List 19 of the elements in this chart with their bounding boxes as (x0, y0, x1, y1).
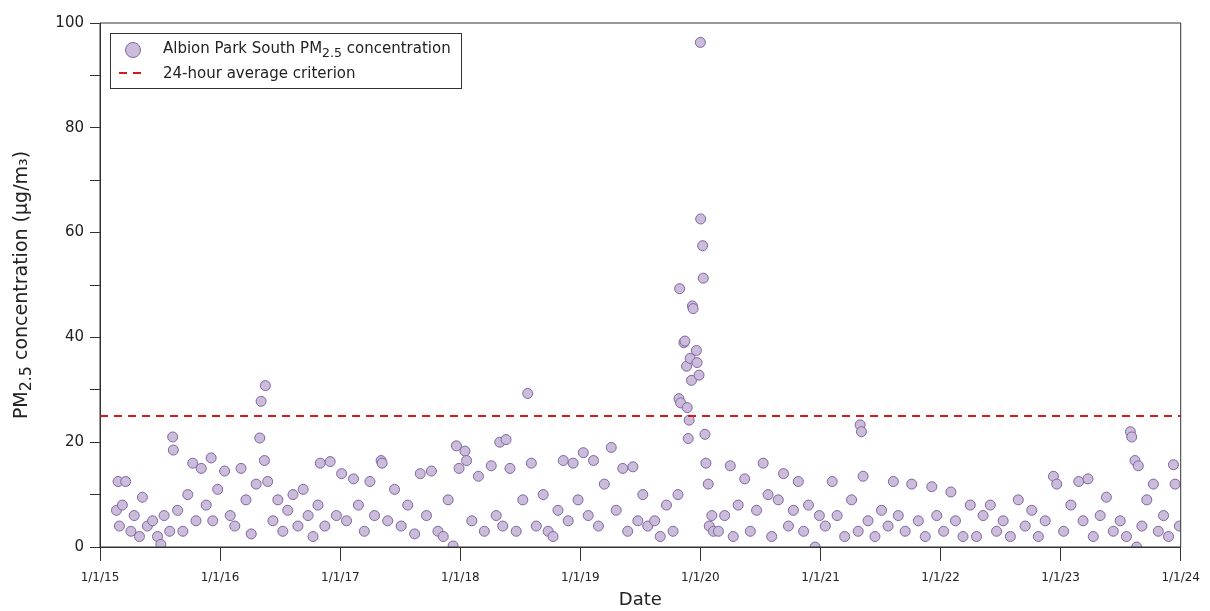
legend-label: Albion Park South PM$_{2.5}$ concentration (163, 39, 451, 60)
x-axis-title: Date (618, 587, 662, 609)
y-tick-label: 20 (64, 432, 84, 451)
x-tick-label: 1/1/21 (801, 570, 840, 585)
y-tick-label: 80 (64, 117, 84, 136)
y-tick-label: 60 (64, 222, 84, 241)
y-tick-label: 40 (64, 327, 84, 346)
x-tick-label: 1/1/20 (681, 570, 720, 585)
x-tick-label: 1/1/15 (80, 570, 120, 585)
y-tick-label: 100 (55, 12, 84, 31)
x-tick-label: 1/1/23 (1041, 570, 1080, 585)
x-tick-label: 1/1/17 (321, 570, 360, 585)
x-tick-label: 1/1/24 (1161, 570, 1200, 585)
legend-label: 24-hour average criterion (163, 63, 356, 82)
x-tick-label: 1/1/16 (200, 570, 240, 585)
x-tick-label: 1/1/18 (441, 570, 480, 585)
y-tick-label: 0 (74, 536, 84, 555)
x-tick-label: 1/1/19 (561, 570, 600, 585)
x-tick-label: 1/1/22 (921, 570, 960, 585)
